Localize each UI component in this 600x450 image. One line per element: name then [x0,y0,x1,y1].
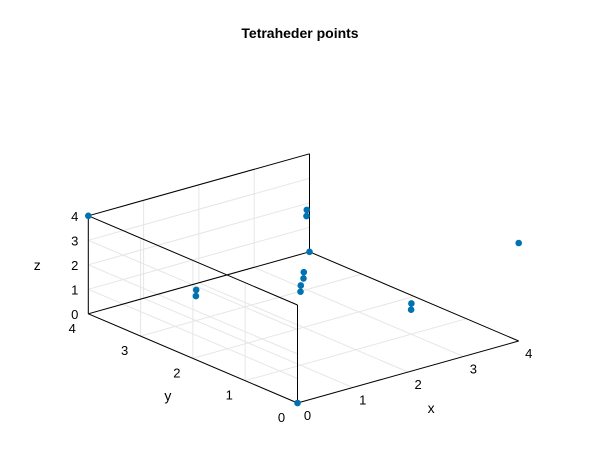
grid-line [140,273,362,337]
z-tick-label: 1 [71,282,78,297]
axis-edge [309,251,519,342]
axis-edge [88,153,310,217]
data-point [300,268,308,276]
axis-edge [88,313,298,404]
data-point [408,300,415,307]
x-axis-label: x [428,400,435,416]
z-tick-label: 2 [71,258,78,273]
data-points [85,206,522,407]
y-tick-label: 0 [278,410,285,425]
chart-title: Tetraheder points [241,25,358,41]
axis-edge [88,215,298,306]
data-point [407,306,415,314]
grid-line [88,202,310,266]
data-point [300,275,307,282]
grid-line [88,226,310,290]
axis-frame [87,153,519,404]
y-tick-label: 3 [121,343,128,358]
z-tick-label: 4 [71,209,78,224]
x-tick-label: 0 [304,408,311,423]
data-point [192,286,200,294]
z-tick-label: 0 [71,307,78,322]
z-axis-label: z [34,257,41,273]
y-tick-label: 4 [69,321,76,336]
grid-line [245,318,467,382]
axis-edge [297,340,519,404]
data-point [192,292,200,300]
data-point [303,206,311,214]
x-tick-label: 4 [525,346,532,361]
x-tick-label: 1 [359,393,366,408]
y-tick-label: 2 [173,365,180,380]
data-point [297,282,305,289]
data-point [294,399,301,407]
y-tick-label: 1 [226,388,233,403]
x-tick-label: 3 [470,362,477,377]
data-point [85,212,92,220]
grid-line [88,177,310,241]
data-point [515,239,522,247]
x-tick-label: 2 [414,377,421,392]
data-point [297,288,304,296]
z-tick-label: 3 [71,233,78,248]
data-point [303,212,310,220]
grid-line [192,295,415,359]
data-point [306,248,313,256]
y-axis-label: y [164,387,171,403]
axis-edge [88,251,310,315]
